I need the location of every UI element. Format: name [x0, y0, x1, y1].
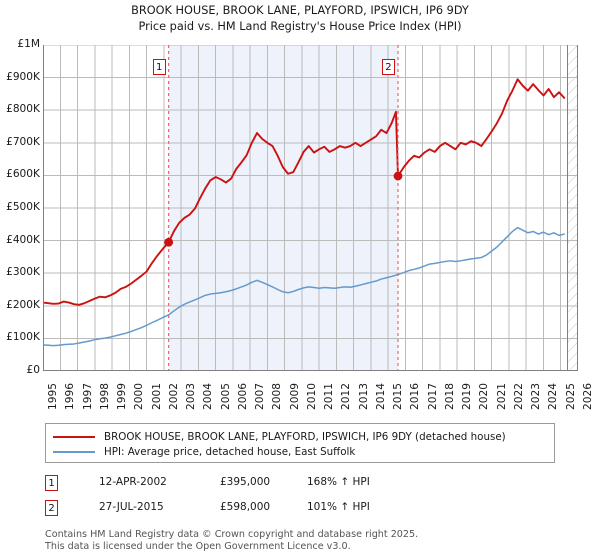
legend-swatch-price [53, 435, 95, 438]
x-axis-tick-label: 2005 [219, 383, 232, 410]
chart-title-block: BROOK HOUSE, BROOK LANE, PLAYFORD, IPSWI… [0, 3, 600, 35]
legend-item-hpi: HPI: Average price, detached house, East… [53, 444, 547, 459]
legend-swatch-hpi [53, 450, 95, 453]
x-axis-tick-label: 2024 [547, 383, 560, 410]
x-axis-tick-label: 2010 [305, 383, 318, 410]
x-axis-tick-label: 1996 [64, 383, 77, 410]
footer-line-2: This data is licensed under the Open Gov… [45, 540, 351, 552]
no-data-hatch-band [567, 45, 578, 371]
transaction-date-2: 27-JUL-2015 [99, 501, 164, 513]
legend-label-hpi: HPI: Average price, detached house, East… [104, 445, 356, 458]
x-axis-tick-label: 2017 [426, 383, 439, 410]
x-axis-tick-label: 2011 [323, 383, 336, 410]
x-axis-tick-label: 2022 [512, 383, 525, 410]
x-axis-tick-label: 2015 [392, 383, 405, 410]
marker-dot [164, 237, 174, 247]
attribution-footer: Contains HM Land Registry data © Crown c… [45, 529, 585, 552]
y-axis-tick-label: £300K [6, 266, 40, 279]
transaction-date-1: 12-APR-2002 [99, 476, 167, 488]
x-axis-tick-label: 2001 [150, 383, 163, 410]
series-line-hpi [43, 226, 565, 347]
x-axis-tick-label: 2007 [254, 383, 267, 410]
series-line-price-paid [43, 78, 566, 306]
transaction-hpi-2: 101% ↑ HPI [307, 501, 370, 513]
x-axis-tick-label: 1999 [116, 383, 129, 410]
x-axis-tick-label: 2019 [461, 383, 474, 410]
x-axis-tick-label: 2014 [374, 383, 387, 410]
y-axis-tick-label: £600K [6, 168, 40, 181]
legend-item-price: BROOK HOUSE, BROOK LANE, PLAYFORD, IPSWI… [53, 429, 547, 444]
marker-callout-2[interactable]: 2 [381, 59, 395, 75]
x-axis-tick-label: 2025 [564, 383, 577, 410]
y-axis-tick-label: £1M [17, 38, 40, 50]
y-axis-tick-label: £900K [6, 70, 40, 83]
table-row: 1 12-APR-2002 £395,000 168% ↑ HPI [45, 474, 565, 499]
x-axis-tick-label: 1998 [98, 383, 111, 410]
y-axis-tick-label: £200K [6, 298, 40, 311]
marker-dot [393, 171, 403, 181]
x-axis-tick-label: 2016 [409, 383, 422, 410]
x-axis-tick-label: 2006 [236, 383, 249, 410]
y-axis-tick-label: £800K [6, 103, 40, 116]
x-axis-tick-label: 2026 [582, 383, 594, 410]
x-axis-tick-label: 1997 [81, 383, 94, 410]
transaction-price-2: £598,000 [220, 501, 271, 513]
transaction-index-2: 2 [45, 500, 58, 516]
transactions-table: 1 12-APR-2002 £395,000 168% ↑ HPI 2 27-J… [45, 474, 565, 524]
x-axis-tick-label: 2018 [443, 383, 456, 410]
transaction-price-1: £395,000 [220, 476, 271, 488]
transaction-markers [164, 45, 403, 371]
x-axis-tick-label: 2012 [340, 383, 353, 410]
legend-label-price: BROOK HOUSE, BROOK LANE, PLAYFORD, IPSWI… [104, 430, 506, 443]
x-axis-tick-label: 2021 [495, 383, 508, 410]
y-axis-tick-label: £0 [26, 364, 40, 376]
y-axis-tick-label: £500K [6, 201, 40, 213]
x-axis-tick-label: 1995 [47, 383, 59, 410]
chart-legend: BROOK HOUSE, BROOK LANE, PLAYFORD, IPSWI… [45, 423, 555, 463]
transaction-hpi-1: 168% ↑ HPI [307, 476, 370, 488]
table-row: 2 27-JUL-2015 £598,000 101% ↑ HPI [45, 499, 565, 524]
gridlines [43, 45, 578, 371]
x-axis-labels: 1995 1996 1997 1998 1999 2000 2001 2002 2003 2004… [43, 374, 600, 414]
marker-callout-1[interactable]: 1 [152, 59, 166, 75]
x-axis-tick-label: 2002 [167, 383, 180, 410]
x-axis-tick-label: 2020 [478, 383, 491, 410]
x-axis-tick-label: 2023 [530, 383, 543, 410]
x-axis-tick-label: 2000 [133, 383, 146, 410]
x-axis-tick-label: 2008 [271, 383, 284, 410]
y-axis-tick-label: £700K [6, 135, 40, 148]
chart-title-line-1: BROOK HOUSE, BROOK LANE, PLAYFORD, IPSWI… [131, 4, 469, 17]
transaction-index-1: 1 [45, 475, 58, 491]
x-axis-tick-label: 2004 [202, 383, 215, 410]
plot-svg [43, 45, 578, 371]
y-axis-tick-label: £100K [6, 331, 40, 344]
x-axis-tick-label: 2013 [357, 383, 370, 410]
y-axis-tick-label: £400K [6, 233, 40, 246]
x-axis-tick-label: 2003 [185, 383, 198, 410]
plot-area [43, 45, 578, 371]
chart-title-line-2: Price paid vs. HM Land Registry's House … [138, 20, 462, 33]
x-axis-tick-label: 2009 [288, 383, 301, 410]
footer-line-1: Contains HM Land Registry data © Crown c… [45, 529, 419, 540]
y-axis-labels: £1M £900K £800K £700K £600K £500K £400K £300K £2… [0, 38, 40, 376]
